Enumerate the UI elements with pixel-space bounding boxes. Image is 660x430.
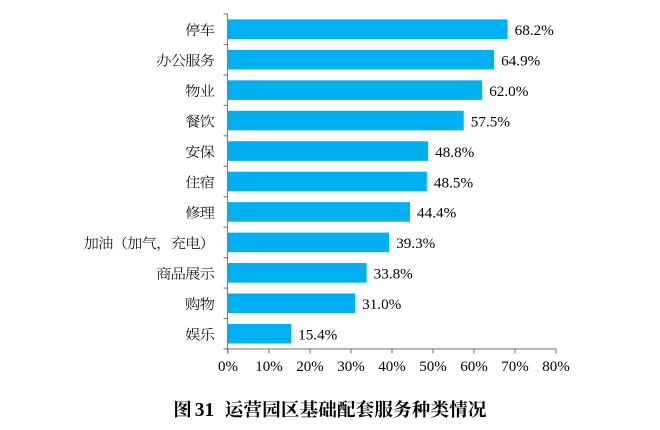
svg-text:20%: 20%	[296, 359, 324, 375]
svg-text:31: 31	[195, 400, 215, 421]
svg-text:48.5%: 48.5%	[434, 174, 474, 191]
svg-text:70%: 70%	[501, 359, 529, 375]
svg-text:30%: 30%	[337, 359, 365, 375]
svg-text:48.8%: 48.8%	[435, 144, 475, 161]
svg-text:40%: 40%	[378, 359, 406, 375]
svg-text:80%: 80%	[542, 359, 570, 375]
svg-text:57.5%: 57.5%	[471, 113, 511, 130]
svg-text:10%: 10%	[255, 359, 283, 375]
svg-text:44.4%: 44.4%	[417, 205, 457, 222]
svg-text:68.2%: 68.2%	[515, 22, 555, 39]
svg-text:60%: 60%	[460, 359, 488, 375]
svg-text:39.3%: 39.3%	[396, 235, 436, 252]
svg-text:62.0%: 62.0%	[489, 83, 529, 100]
svg-text:15.4%: 15.4%	[298, 327, 338, 344]
svg-text:33.8%: 33.8%	[374, 266, 414, 283]
svg-text:0%: 0%	[218, 359, 238, 375]
svg-text:50%: 50%	[419, 359, 447, 375]
svg-text:31.0%: 31.0%	[362, 296, 402, 313]
svg-text:64.9%: 64.9%	[501, 52, 541, 69]
